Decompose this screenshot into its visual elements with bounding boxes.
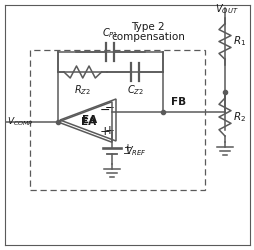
Text: +: + (105, 124, 115, 137)
Text: −: − (105, 101, 115, 114)
Text: −: − (122, 149, 131, 159)
Text: EA: EA (82, 115, 97, 125)
Text: $R_1$: $R_1$ (232, 34, 245, 48)
Text: −: − (99, 104, 110, 117)
Text: FB: FB (170, 97, 185, 107)
Text: $V_{REF}$: $V_{REF}$ (124, 144, 146, 158)
Text: Type 2: Type 2 (131, 22, 164, 32)
Text: $C_{Z2}$: $C_{Z2}$ (126, 83, 143, 97)
Bar (30, 50, 204, 190)
Text: $C_{P1}$: $C_{P1}$ (102, 26, 118, 40)
Text: +: + (99, 125, 110, 138)
Text: $V_{OUT}$: $V_{OUT}$ (214, 2, 238, 16)
Text: EA: EA (81, 117, 96, 127)
Text: $V_{COMP}$: $V_{COMP}$ (7, 116, 34, 128)
Text: $R_{Z2}$: $R_{Z2}$ (74, 83, 91, 97)
Text: compensation: compensation (111, 32, 184, 42)
Text: $R_2$: $R_2$ (232, 110, 245, 124)
Text: +: + (122, 143, 131, 153)
